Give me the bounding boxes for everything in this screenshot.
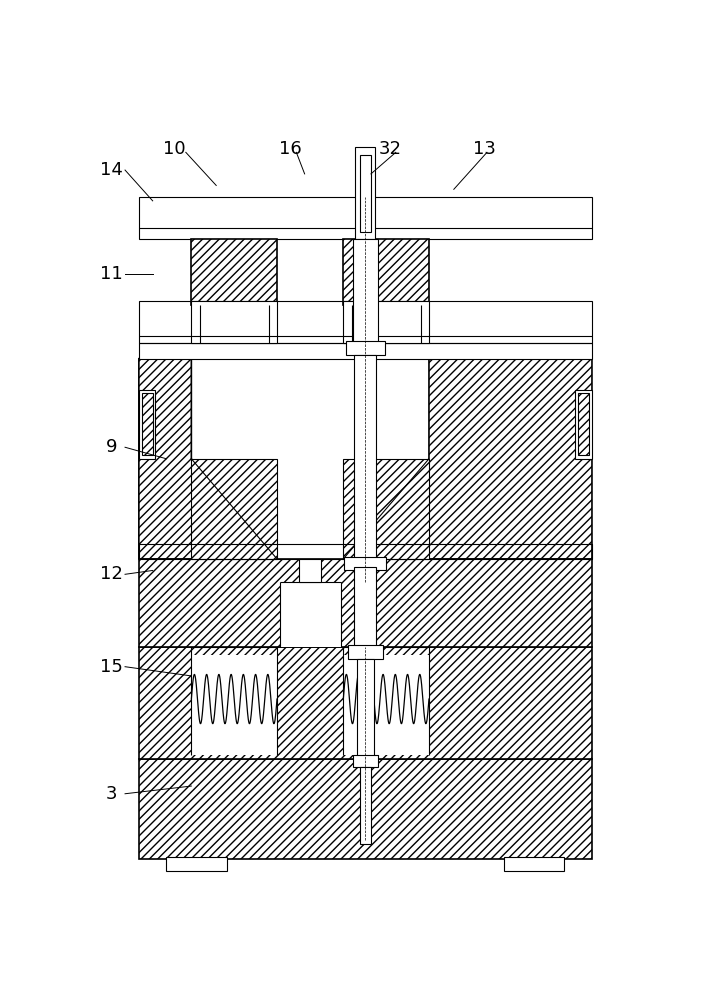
Text: 12: 12 [100, 565, 123, 583]
Bar [357, 659, 374, 759]
Text: 14: 14 [100, 161, 123, 179]
Bar [344, 655, 429, 755]
Text: 16: 16 [279, 140, 302, 158]
Bar [139, 343, 592, 359]
Text: 32: 32 [379, 140, 402, 158]
Bar [139, 543, 592, 559]
Bar [139, 559, 592, 647]
Bar [353, 755, 378, 767]
Polygon shape [344, 359, 592, 559]
Bar [354, 567, 376, 647]
Bar [139, 301, 592, 343]
Bar [356, 147, 375, 239]
Bar [503, 857, 565, 871]
Bar [575, 389, 592, 459]
Bar [139, 759, 592, 859]
Bar [191, 301, 277, 343]
Bar [344, 557, 386, 570]
Bar [279, 582, 341, 647]
Bar [348, 645, 383, 659]
Bar [139, 197, 592, 239]
Bar [142, 393, 153, 455]
Text: 15: 15 [100, 658, 123, 676]
Bar [191, 655, 277, 755]
Bar [344, 301, 429, 343]
Bar [578, 393, 589, 455]
Bar [299, 559, 322, 582]
Bar [166, 857, 227, 871]
Text: 13: 13 [473, 140, 496, 158]
Polygon shape [191, 459, 277, 559]
Bar [353, 239, 378, 343]
Bar [139, 647, 592, 759]
Text: 3: 3 [106, 785, 117, 803]
Bar [354, 355, 376, 563]
Bar [346, 341, 385, 355]
Text: 10: 10 [163, 140, 186, 158]
Polygon shape [139, 359, 277, 559]
Bar [344, 239, 429, 305]
Bar [360, 767, 371, 844]
Polygon shape [344, 459, 429, 559]
Bar [191, 239, 277, 305]
Text: 9: 9 [106, 438, 117, 456]
Bar [139, 389, 155, 459]
Bar [360, 155, 371, 232]
Text: 11: 11 [100, 265, 123, 283]
